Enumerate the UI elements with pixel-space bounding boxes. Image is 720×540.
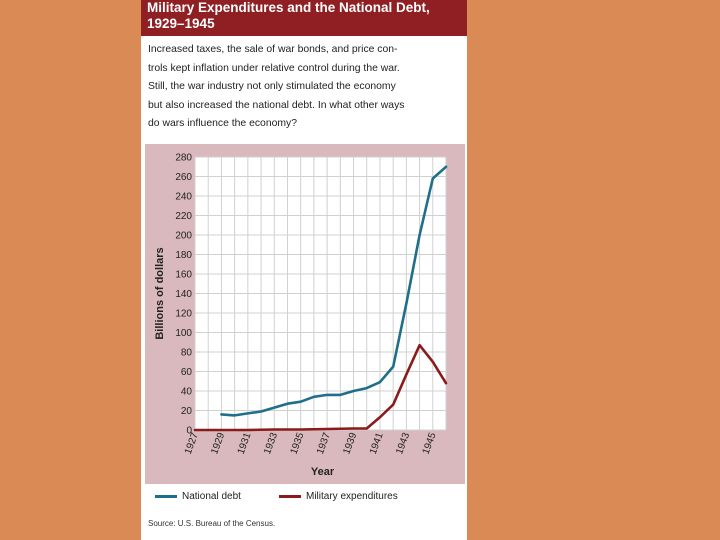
y-tick-label: 100 [175, 328, 192, 339]
y-axis-label: Billions of dollars [154, 247, 166, 339]
y-tick-label: 20 [181, 406, 193, 417]
y-tick-label: 260 [175, 172, 192, 183]
series-line-national-debt [220, 165, 448, 417]
x-tick-label: 1941 [368, 431, 386, 456]
legend-label-national-debt: National debt [182, 491, 241, 502]
x-tick-label: 1945 [421, 431, 439, 456]
y-tick-label: 60 [181, 367, 193, 378]
y-tick-label: 220 [175, 211, 192, 222]
legend-item-national-debt: National debt [155, 491, 241, 502]
x-axis-label: Year [311, 466, 335, 478]
description-line: Still, the war industry not only stimula… [148, 81, 396, 92]
y-tick-label: 160 [175, 270, 192, 281]
legend-swatch-national-debt [155, 494, 177, 498]
description-line: but also increased the national debt. In… [148, 99, 405, 111]
legend-item-military-expenditures: Military expenditures [279, 491, 398, 502]
chart-title-line-2: 1929–1945 [147, 16, 215, 31]
source-note: Source: U.S. Bureau of the Census. [148, 519, 276, 528]
legend-label-military-expenditures: Military expenditures [306, 491, 398, 502]
y-tick-label: 0 [186, 426, 192, 437]
chart-title-line-1: Military Expenditures and the National D… [147, 0, 430, 15]
y-tick-label: 80 [181, 348, 193, 359]
y-tick-label: 280 [175, 153, 192, 164]
description-line: trols kept inflation under relative cont… [148, 62, 400, 74]
description-line: Increased taxes, the sale of war bonds, … [148, 44, 398, 55]
y-tick-label: 200 [175, 231, 192, 242]
x-tick-label: 1939 [341, 431, 359, 456]
x-tick-label: 1933 [262, 431, 280, 456]
line-chart: 0 20 40 60 80 100 120 140 160 180 200 220 240 260 280 1… [154, 153, 448, 478]
x-tick-label: 1943 [394, 431, 412, 456]
y-tick-label: 240 [175, 192, 192, 203]
y-tick-label: 120 [175, 309, 192, 320]
legend-swatch-military-expenditures [279, 494, 301, 498]
x-tick-label: 1931 [236, 431, 254, 456]
series-line-military-expenditures [193, 343, 448, 432]
chart-header: Military Expenditures and the National D… [141, 0, 467, 36]
x-tick-label: 1929 [209, 431, 227, 456]
textbook-page: Military Expenditures and the National D… [141, 0, 467, 540]
description-line: do wars influence the economy? [148, 118, 298, 129]
chart-panel: 0 20 40 60 80 100 120 140 160 180 200 220 240 260 280 1… [145, 144, 465, 484]
chart-description: Increased taxes, the sale of war bonds, … [148, 41, 464, 134]
x-tick-label: 1937 [315, 431, 333, 456]
y-tick-label: 140 [175, 289, 192, 300]
x-tick-label: 1935 [289, 431, 307, 456]
y-tick-label: 40 [181, 387, 193, 398]
y-tick-label: 180 [175, 250, 192, 261]
